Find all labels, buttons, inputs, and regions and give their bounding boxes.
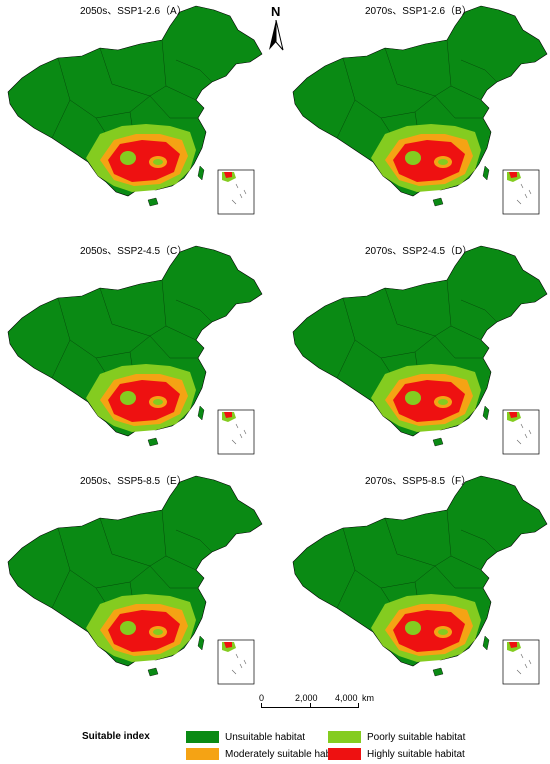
panel-title: 2050s、SSP1-2.6（A）: [80, 6, 187, 17]
legend-label: Moderately suitable habitat: [225, 748, 345, 760]
legend-item-moderately: Moderately suitable habitat: [186, 747, 345, 761]
panel-title: 2070s、SSP5-8.5（F）: [365, 476, 472, 487]
china-suitability-map: [7, 245, 263, 455]
legend-item-highly: Highly suitable habitat: [328, 747, 465, 761]
legend-swatch: [328, 731, 361, 743]
map-panel-b: 2070s、SSP1-2.6（B）: [285, 0, 550, 225]
north-label: N: [271, 4, 281, 19]
legend-item-unsuitable: Unsuitable habitat: [186, 730, 305, 744]
map-panel-d: 2070s、SSP2-4.5（D）: [285, 240, 550, 465]
legend-title: Suitable index: [82, 731, 150, 742]
china-suitability-map: [7, 5, 263, 215]
scale-tick-label: 0: [259, 693, 265, 703]
panel-title: 2050s、SSP5-8.5（E）: [80, 476, 187, 487]
legend-swatch: [186, 731, 219, 743]
panel-title: 2070s、SSP1-2.6（B）: [365, 6, 472, 17]
scale-tick-label: 4,000: [335, 693, 358, 703]
legend-label: Poorly suitable habitat: [367, 731, 466, 743]
china-suitability-map: [7, 475, 263, 685]
legend-item-poorly: Poorly suitable habitat: [328, 730, 465, 744]
china-suitability-map: [292, 475, 548, 685]
legend-swatch: [328, 748, 361, 760]
legend: Suitable index Unsuitable habitat Poorly…: [0, 726, 550, 764]
map-panel-c: 2050s、SSP2-4.5（C）: [0, 240, 270, 465]
scale-tick: [358, 703, 359, 708]
north-arrow: N: [266, 4, 290, 52]
legend-label: Unsuitable habitat: [225, 731, 306, 743]
scale-tick: [310, 703, 311, 708]
map-panel-f: 2070s、SSP5-8.5（F）: [285, 470, 550, 695]
scale-tick-label: 2,000: [295, 693, 318, 703]
north-arrow-icon: [269, 20, 284, 51]
legend-swatch: [186, 748, 219, 760]
china-suitability-map: [292, 245, 548, 455]
china-suitability-map: [292, 5, 548, 215]
map-panel-a: 2050s、SSP1-2.6（A）: [0, 0, 270, 225]
scale-unit: km: [362, 693, 374, 703]
panel-title: 2070s、SSP2-4.5（D）: [365, 246, 473, 257]
legend-label: Highly suitable habitat: [367, 748, 465, 760]
panel-title: 2050s、SSP2-4.5（C）: [80, 246, 188, 257]
scale-bar: 0 2,000 4,000 km: [255, 693, 375, 717]
map-panel-e: 2050s、SSP5-8.5（E）: [0, 470, 270, 695]
scale-tick: [261, 703, 262, 708]
